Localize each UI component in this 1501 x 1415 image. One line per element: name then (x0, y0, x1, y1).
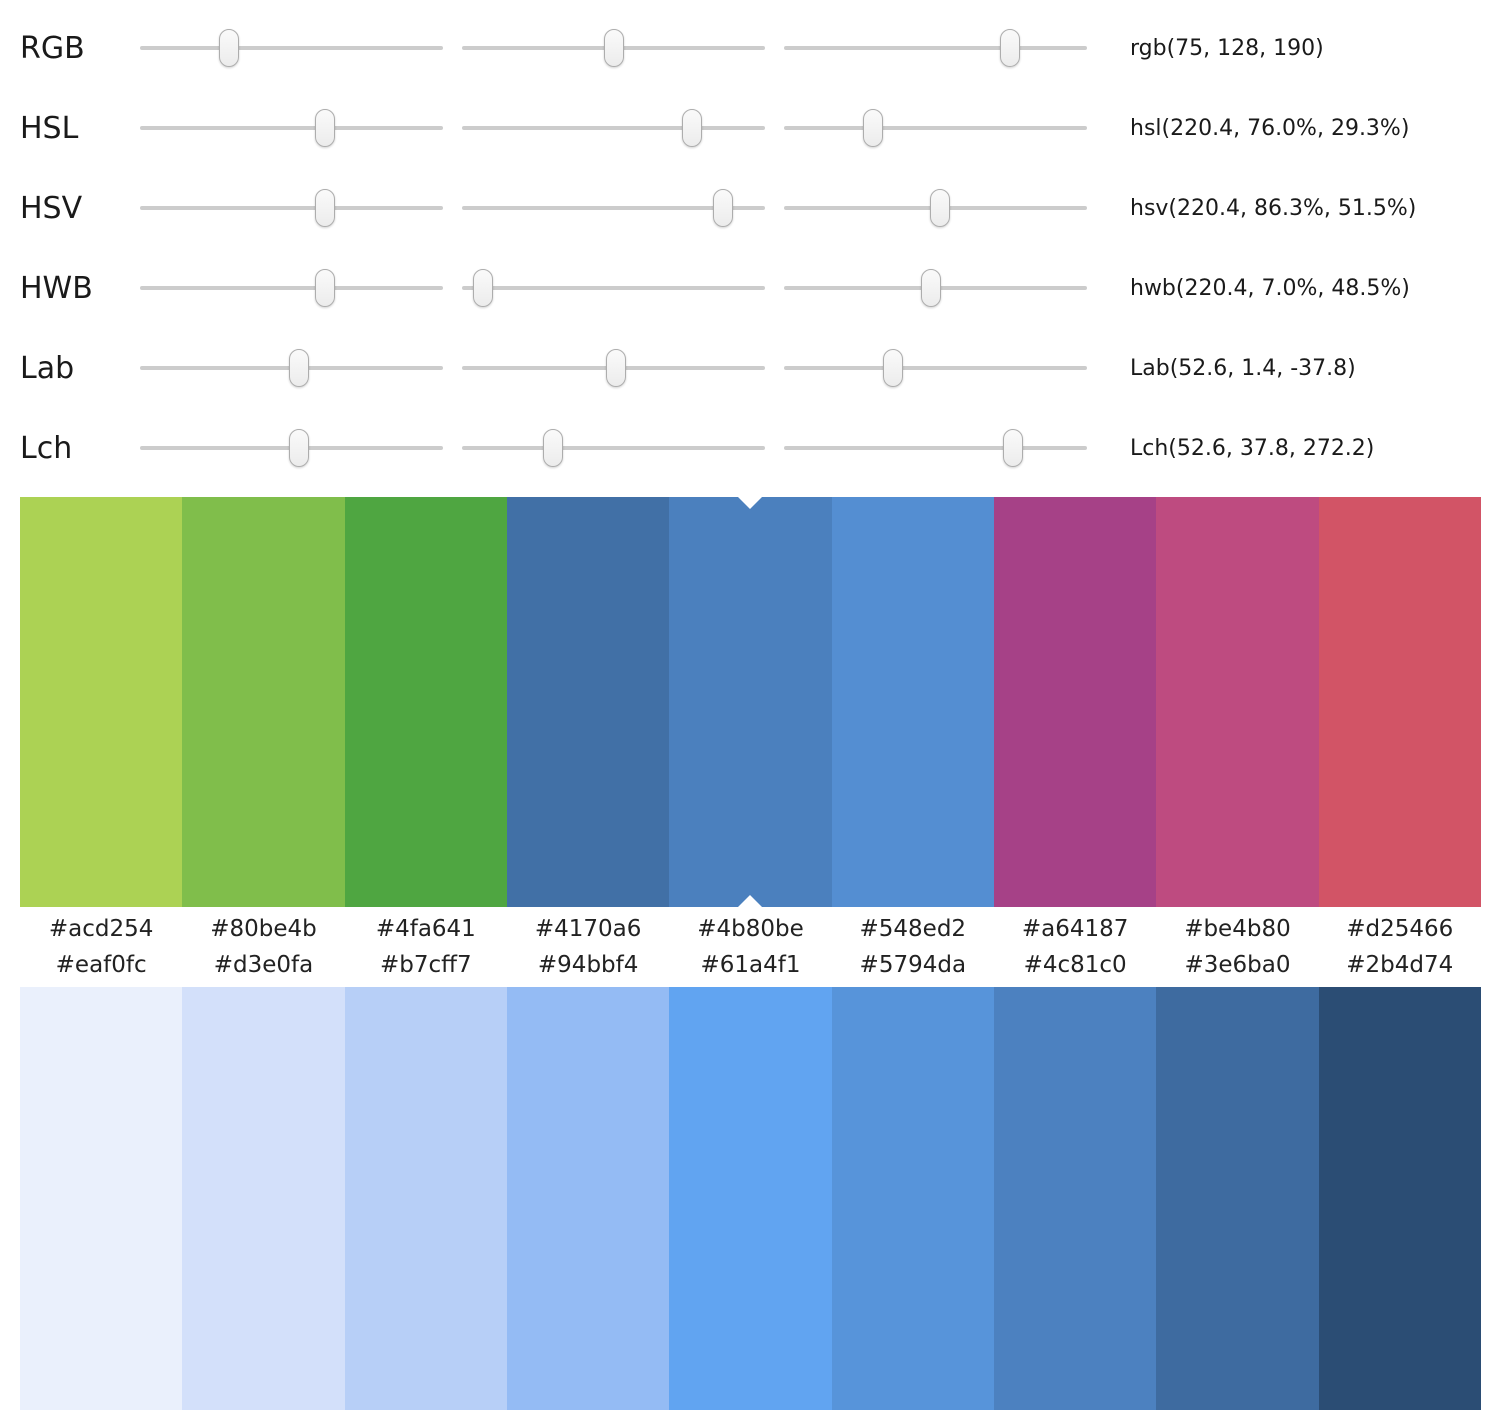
hex-label: #4b80be (697, 916, 804, 942)
hex-label: #eaf0fc (55, 952, 147, 978)
slider-track[interactable] (462, 349, 765, 387)
palette-swatch[interactable] (1318, 497, 1481, 907)
slider-handle[interactable] (920, 269, 941, 307)
slider-handle[interactable] (315, 189, 336, 227)
slider-row-label: HSV (20, 190, 83, 226)
slider-value: hsl(220.4, 76.0%, 29.3%) (1130, 115, 1410, 141)
palette-swatch[interactable] (831, 987, 994, 1410)
palette-bottom: #eaf0fc #d3e0fa #b7cff7 #94bbf4 #61a4f1 #5794… (0, 948, 1501, 1410)
slider-track[interactable] (784, 29, 1087, 67)
slider-handle[interactable] (930, 189, 951, 227)
palette-swatch[interactable] (831, 497, 994, 907)
palette-swatch[interactable] (669, 497, 832, 907)
slider-handle[interactable] (219, 29, 240, 67)
slider-track[interactable] (462, 189, 765, 227)
palette-swatch[interactable] (506, 497, 670, 907)
palette-swatch[interactable] (20, 987, 183, 1410)
palette-swatch[interactable] (344, 497, 507, 907)
palette-swatch[interactable] (182, 987, 345, 1410)
slider-track[interactable] (784, 189, 1087, 227)
slider-track[interactable] (140, 189, 443, 227)
hex-label: #80be4b (210, 916, 317, 942)
hex-label: #3e6ba0 (1184, 952, 1291, 978)
slider-track[interactable] (140, 29, 443, 67)
slider-track[interactable] (784, 349, 1087, 387)
slider-handle[interactable] (713, 189, 734, 227)
hex-label: #4c81c0 (1023, 952, 1127, 978)
slider-track[interactable] (462, 29, 765, 67)
slider-track[interactable] (784, 109, 1087, 147)
slider-handle[interactable] (289, 349, 310, 387)
hex-label: #b7cff7 (380, 952, 472, 978)
slider-handle[interactable] (315, 109, 336, 147)
slider-row-lch: Lch Lch(52.6, 37.8, 272.2) (20, 408, 1481, 488)
slider-track[interactable] (140, 109, 443, 147)
slider-panel: RGB rgb(75, 128, 190) HSL hsl(220.4, 76.0%,… (0, 0, 1501, 488)
slider-value: Lab(52.6, 1.4, -37.8) (1130, 355, 1356, 381)
palette-swatch[interactable] (344, 987, 507, 1410)
palette-swatch[interactable] (993, 497, 1157, 907)
slider-row-hsl: HSL hsl(220.4, 76.0%, 29.3%) (20, 88, 1481, 168)
slider-handle[interactable] (682, 109, 703, 147)
palette-swatch[interactable] (506, 987, 670, 1410)
slider-handle[interactable] (473, 269, 494, 307)
slider-row-label: Lab (20, 350, 75, 386)
hex-label: #548ed2 (859, 916, 967, 942)
hex-label: #4170a6 (534, 916, 642, 942)
slider-row-lab: Lab Lab(52.6, 1.4, -37.8) (20, 328, 1481, 408)
palette-top: #acd254 #80be4b #4fa641 #4170a6 #4b80be #548e… (0, 497, 1501, 948)
palette-swatch[interactable] (1156, 987, 1319, 1410)
slider-row-hsv: HSV hsv(220.4, 86.3%, 51.5%) (20, 168, 1481, 248)
slider-row-label: Lch (20, 430, 73, 466)
selected-marker-bottom (738, 895, 763, 907)
palette-bottom-swatches (20, 987, 1481, 1410)
slider-row-hwb: HWB hwb(220.4, 7.0%, 48.5%) (20, 248, 1481, 328)
slider-handle[interactable] (604, 29, 625, 67)
palette-swatch[interactable] (182, 497, 345, 907)
palette-top-labels: #acd254 #80be4b #4fa641 #4170a6 #4b80be #548e… (20, 907, 1481, 948)
palette-top-swatches (20, 497, 1481, 907)
slider-row-label: HSL (20, 110, 79, 146)
slider-row-label: HWB (20, 270, 93, 306)
slider-track[interactable] (462, 429, 765, 467)
slider-handle[interactable] (315, 269, 336, 307)
slider-value: hwb(220.4, 7.0%, 48.5%) (1130, 275, 1410, 301)
palette-swatch[interactable] (993, 987, 1157, 1410)
slider-handle[interactable] (883, 349, 904, 387)
palette-swatch[interactable] (20, 497, 183, 907)
hex-label: #acd254 (48, 916, 154, 942)
slider-row-rgb: RGB rgb(75, 128, 190) (20, 8, 1481, 88)
palette-swatch[interactable] (669, 987, 832, 1410)
palette-swatch[interactable] (1318, 987, 1481, 1410)
slider-value: rgb(75, 128, 190) (1130, 35, 1324, 61)
hex-label: #d25466 (1346, 916, 1454, 942)
slider-handle[interactable] (542, 429, 563, 467)
hex-label: #a64187 (1021, 916, 1129, 942)
hex-label: #2b4d74 (1346, 952, 1454, 978)
slider-track[interactable] (784, 429, 1087, 467)
hex-label: #94bbf4 (537, 952, 639, 978)
slider-track[interactable] (140, 269, 443, 307)
hex-label: #4fa641 (375, 916, 476, 942)
slider-track[interactable] (462, 269, 765, 307)
palette-bottom-labels: #eaf0fc #d3e0fa #b7cff7 #94bbf4 #61a4f1 #5794… (20, 948, 1481, 987)
hex-label: #be4b80 (1184, 916, 1291, 942)
slider-handle[interactable] (999, 29, 1020, 67)
hex-label: #d3e0fa (213, 952, 314, 978)
slider-row-label: RGB (20, 30, 85, 66)
slider-track[interactable] (462, 109, 765, 147)
selected-marker-top (738, 497, 763, 509)
slider-handle[interactable] (289, 429, 310, 467)
hex-label: #5794da (859, 952, 967, 978)
slider-handle[interactable] (605, 349, 626, 387)
slider-track[interactable] (140, 429, 443, 467)
slider-track[interactable] (784, 269, 1087, 307)
slider-handle[interactable] (1003, 429, 1024, 467)
slider-track[interactable] (140, 349, 443, 387)
slider-value: Lch(52.6, 37.8, 272.2) (1130, 435, 1375, 461)
slider-value: hsv(220.4, 86.3%, 51.5%) (1130, 195, 1417, 221)
hex-label: #61a4f1 (700, 952, 801, 978)
slider-handle[interactable] (862, 109, 883, 147)
palette-swatch[interactable] (1156, 497, 1319, 907)
